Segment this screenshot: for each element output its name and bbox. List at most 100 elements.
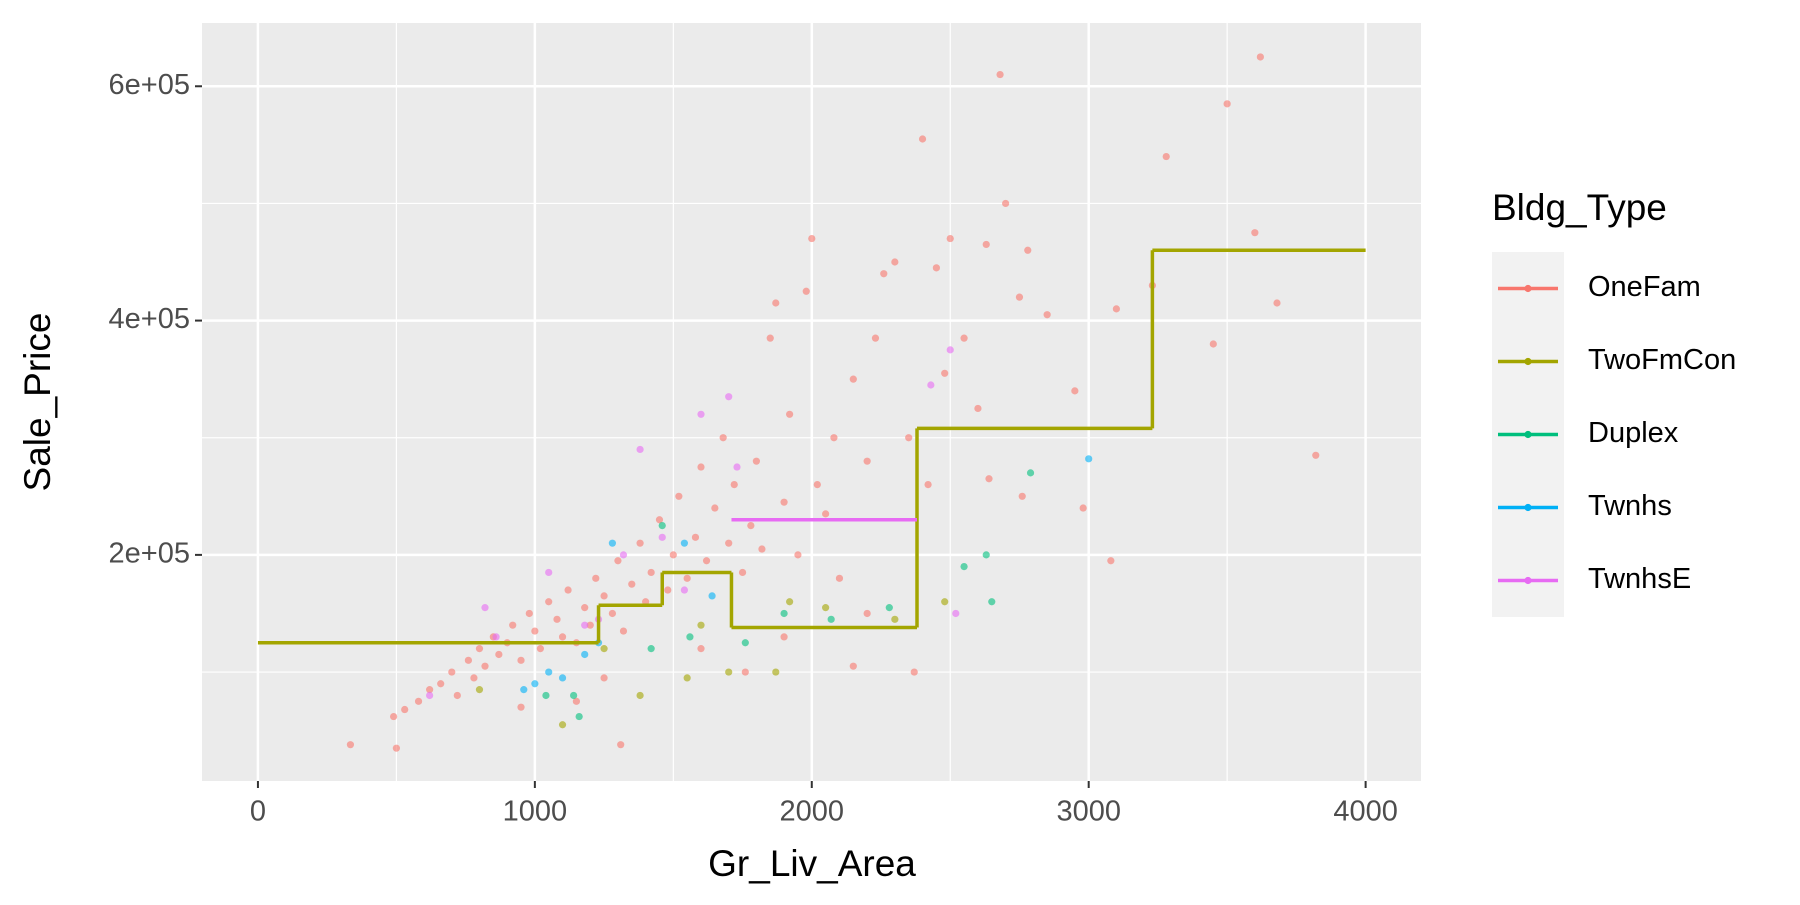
point xyxy=(891,615,899,623)
point xyxy=(600,674,608,682)
legend-label: Twnhs xyxy=(1588,490,1672,522)
point xyxy=(614,557,622,565)
point xyxy=(880,270,888,278)
point xyxy=(891,258,899,266)
point xyxy=(619,551,628,559)
point xyxy=(691,533,700,541)
point xyxy=(871,334,880,342)
point xyxy=(1002,199,1010,208)
point xyxy=(813,480,821,489)
point xyxy=(766,334,774,342)
legend-key-point xyxy=(1524,576,1532,585)
point xyxy=(733,463,741,471)
point xyxy=(1162,152,1170,161)
y-tick-label: 4e+05 xyxy=(109,303,190,335)
point xyxy=(346,741,355,749)
point xyxy=(414,697,423,705)
point xyxy=(664,586,672,594)
point xyxy=(752,457,760,465)
point xyxy=(697,621,705,629)
point xyxy=(697,410,705,418)
point xyxy=(683,674,691,682)
point xyxy=(558,721,567,729)
point xyxy=(1312,451,1320,459)
point xyxy=(542,691,550,700)
point xyxy=(952,609,960,618)
point xyxy=(1079,504,1087,512)
point xyxy=(719,434,727,442)
x-tick-label: 1000 xyxy=(503,796,568,828)
point xyxy=(822,604,830,612)
legend-label: TwoFmCon xyxy=(1588,344,1736,376)
point xyxy=(924,480,932,489)
point xyxy=(863,609,871,618)
point xyxy=(492,633,500,641)
point xyxy=(1223,100,1231,108)
point xyxy=(636,539,644,547)
point xyxy=(927,381,935,389)
legend-key-point xyxy=(1524,503,1532,512)
point xyxy=(600,645,608,653)
point xyxy=(725,668,733,676)
point xyxy=(683,574,691,582)
point xyxy=(680,586,688,594)
point xyxy=(741,668,749,676)
legend-key-point xyxy=(1524,284,1532,293)
point xyxy=(392,744,400,752)
point xyxy=(1209,340,1217,348)
point xyxy=(905,434,913,442)
point xyxy=(988,598,996,606)
legend-label: OneFam xyxy=(1588,271,1701,303)
point xyxy=(600,592,608,600)
point xyxy=(525,609,533,618)
point xyxy=(475,645,484,653)
point xyxy=(558,633,567,641)
point xyxy=(636,691,644,700)
point xyxy=(481,604,489,612)
point xyxy=(426,686,434,694)
point xyxy=(780,498,788,506)
point xyxy=(702,557,711,565)
point xyxy=(437,680,445,688)
point xyxy=(426,691,434,700)
point xyxy=(802,287,810,295)
point xyxy=(982,551,990,559)
point xyxy=(545,668,553,676)
point xyxy=(531,680,539,688)
point xyxy=(481,662,489,670)
point xyxy=(910,668,918,676)
point xyxy=(448,668,456,676)
point xyxy=(708,592,716,600)
point xyxy=(794,551,802,559)
point xyxy=(996,70,1004,79)
point xyxy=(592,574,600,582)
point xyxy=(520,686,528,694)
legend-title: Bldg_Type xyxy=(1492,187,1667,228)
point xyxy=(658,521,666,530)
point xyxy=(570,691,578,700)
point xyxy=(786,410,794,418)
point xyxy=(545,568,553,577)
point xyxy=(1018,492,1026,500)
point xyxy=(772,668,780,676)
point xyxy=(1024,246,1032,254)
point xyxy=(960,334,968,342)
point xyxy=(536,645,544,653)
point xyxy=(655,516,664,524)
point xyxy=(628,580,636,588)
y-axis-title: Sale_Price xyxy=(17,313,58,492)
point xyxy=(680,539,688,547)
point xyxy=(669,551,677,559)
point xyxy=(647,568,655,577)
point xyxy=(517,656,525,664)
legend-key-point xyxy=(1524,357,1532,366)
point xyxy=(401,705,409,714)
point xyxy=(982,240,990,249)
point xyxy=(581,621,589,629)
point xyxy=(835,574,844,582)
point xyxy=(974,404,982,413)
point xyxy=(1043,311,1051,319)
point xyxy=(786,598,794,606)
point xyxy=(675,492,683,500)
